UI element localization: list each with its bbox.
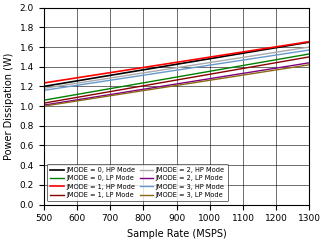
JMODE = 0, HP Mode xyxy=(307,41,311,43)
JMODE = 3, HP Mode xyxy=(274,54,278,57)
JMODE = 2, LP Mode xyxy=(307,61,311,64)
JMODE = 0, LP Mode xyxy=(108,87,112,90)
JMODE = 1, HP Mode xyxy=(274,45,278,48)
JMODE = 3, LP Mode xyxy=(307,63,311,66)
JMODE = 2, HP Mode xyxy=(241,56,245,59)
JMODE = 1, HP Mode xyxy=(241,51,245,53)
JMODE = 2, LP Mode xyxy=(241,72,245,75)
X-axis label: Sample Rate (MSPS): Sample Rate (MSPS) xyxy=(127,229,227,239)
JMODE = 0, LP Mode xyxy=(208,70,212,73)
JMODE = 1, LP Mode xyxy=(141,84,145,87)
JMODE = 2, HP Mode xyxy=(108,77,112,79)
JMODE = 1, LP Mode xyxy=(75,96,79,99)
JMODE = 2, LP Mode xyxy=(274,67,278,69)
JMODE = 1, LP Mode xyxy=(241,67,245,70)
JMODE = 2, LP Mode xyxy=(108,93,112,96)
JMODE = 1, LP Mode xyxy=(42,102,46,105)
JMODE = 0, HP Mode xyxy=(241,52,245,55)
JMODE = 2, LP Mode xyxy=(208,77,212,80)
JMODE = 3, HP Mode xyxy=(241,59,245,61)
JMODE = 2, LP Mode xyxy=(141,88,145,91)
JMODE = 0, HP Mode xyxy=(274,46,278,49)
JMODE = 3, LP Mode xyxy=(141,89,145,92)
JMODE = 1, HP Mode xyxy=(141,66,145,69)
JMODE = 3, LP Mode xyxy=(175,84,178,87)
JMODE = 3, HP Mode xyxy=(75,84,79,87)
JMODE = 0, LP Mode xyxy=(42,99,46,102)
JMODE = 3, LP Mode xyxy=(75,99,79,102)
JMODE = 1, HP Mode xyxy=(307,40,311,43)
JMODE = 1, HP Mode xyxy=(42,81,46,84)
JMODE = 2, HP Mode xyxy=(274,51,278,54)
JMODE = 0, HP Mode xyxy=(208,57,212,60)
Line: JMODE = 0, HP Mode: JMODE = 0, HP Mode xyxy=(44,42,309,87)
JMODE = 3, LP Mode xyxy=(274,69,278,71)
Line: JMODE = 0, LP Mode: JMODE = 0, LP Mode xyxy=(44,54,309,100)
JMODE = 0, LP Mode xyxy=(307,52,311,55)
JMODE = 1, HP Mode xyxy=(175,61,178,64)
JMODE = 2, LP Mode xyxy=(42,104,46,107)
Line: JMODE = 2, LP Mode: JMODE = 2, LP Mode xyxy=(44,63,309,105)
JMODE = 2, HP Mode xyxy=(75,82,79,85)
JMODE = 1, LP Mode xyxy=(175,78,178,81)
JMODE = 3, LP Mode xyxy=(241,74,245,77)
JMODE = 0, LP Mode xyxy=(75,93,79,96)
JMODE = 2, HP Mode xyxy=(141,71,145,74)
JMODE = 1, LP Mode xyxy=(274,61,278,64)
JMODE = 1, HP Mode xyxy=(208,56,212,59)
JMODE = 0, LP Mode xyxy=(141,81,145,84)
Line: JMODE = 1, LP Mode: JMODE = 1, LP Mode xyxy=(44,57,309,103)
JMODE = 0, HP Mode xyxy=(75,79,79,82)
JMODE = 2, HP Mode xyxy=(175,66,178,69)
JMODE = 1, LP Mode xyxy=(307,55,311,58)
JMODE = 1, HP Mode xyxy=(108,71,112,74)
JMODE = 3, LP Mode xyxy=(42,105,46,108)
JMODE = 3, HP Mode xyxy=(208,64,212,67)
JMODE = 3, HP Mode xyxy=(42,89,46,92)
JMODE = 3, LP Mode xyxy=(208,79,212,82)
Legend: JMODE = 0, HP Mode, JMODE = 0, LP Mode, JMODE = 1, HP Mode, JMODE = 1, LP Mode, : JMODE = 0, HP Mode, JMODE = 0, LP Mode, … xyxy=(47,164,228,201)
JMODE = 3, HP Mode xyxy=(108,79,112,82)
JMODE = 1, LP Mode xyxy=(208,73,212,76)
JMODE = 1, HP Mode xyxy=(75,76,79,79)
JMODE = 0, HP Mode xyxy=(175,63,178,66)
JMODE = 3, HP Mode xyxy=(141,74,145,77)
JMODE = 3, HP Mode xyxy=(307,49,311,52)
JMODE = 0, HP Mode xyxy=(42,85,46,88)
JMODE = 2, HP Mode xyxy=(208,61,212,64)
JMODE = 0, LP Mode xyxy=(175,76,178,78)
JMODE = 0, HP Mode xyxy=(108,74,112,77)
JMODE = 3, HP Mode xyxy=(175,69,178,72)
JMODE = 0, HP Mode xyxy=(141,68,145,71)
JMODE = 0, LP Mode xyxy=(274,58,278,61)
Y-axis label: Power Dissipation (W): Power Dissipation (W) xyxy=(4,52,14,160)
JMODE = 3, LP Mode xyxy=(108,94,112,97)
Line: JMODE = 2, HP Mode: JMODE = 2, HP Mode xyxy=(44,47,309,88)
JMODE = 2, HP Mode xyxy=(307,46,311,49)
JMODE = 0, LP Mode xyxy=(241,64,245,67)
JMODE = 2, LP Mode xyxy=(175,83,178,86)
JMODE = 2, HP Mode xyxy=(42,87,46,90)
Line: JMODE = 3, HP Mode: JMODE = 3, HP Mode xyxy=(44,50,309,90)
Line: JMODE = 1, HP Mode: JMODE = 1, HP Mode xyxy=(44,42,309,83)
JMODE = 2, LP Mode xyxy=(75,98,79,101)
JMODE = 1, LP Mode xyxy=(108,90,112,93)
Line: JMODE = 3, LP Mode: JMODE = 3, LP Mode xyxy=(44,65,309,106)
